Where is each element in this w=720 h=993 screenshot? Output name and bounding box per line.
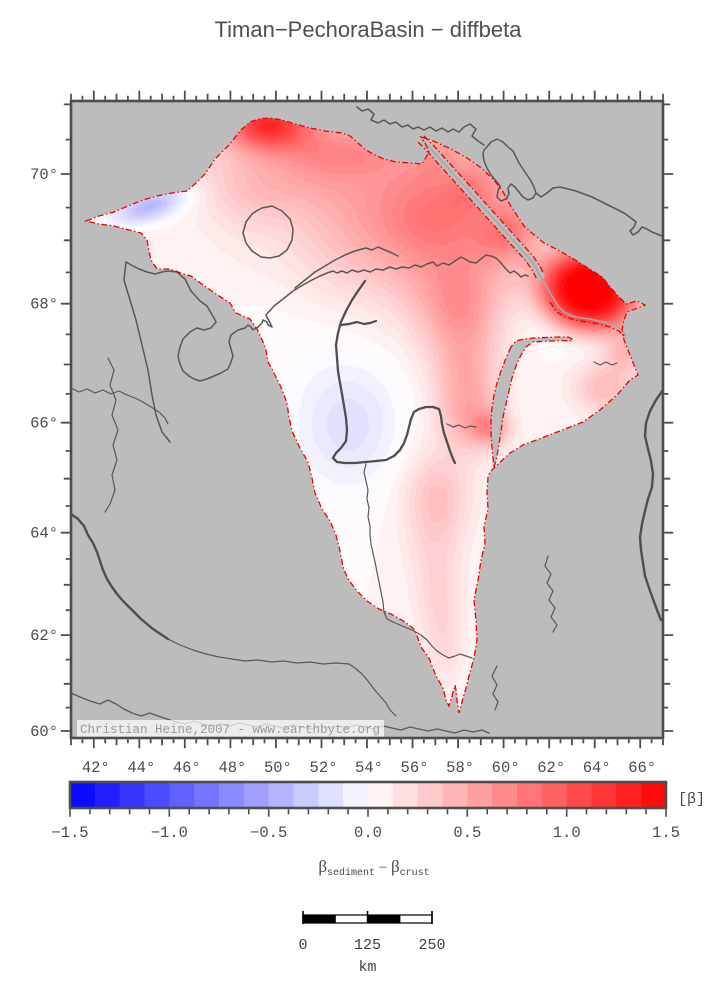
svg-text:60°: 60° (492, 759, 520, 777)
svg-text:70°: 70° (30, 166, 58, 184)
svg-text:44°: 44° (127, 759, 155, 777)
svg-text:−1.0: −1.0 (151, 824, 188, 842)
svg-text:Christian Heine,2007 - www.ear: Christian Heine,2007 - www.earthbyte.org (80, 723, 380, 737)
svg-text:250: 250 (418, 937, 445, 954)
svg-text:Timan−PechoraBasin − diffbeta: Timan−PechoraBasin − diffbeta (215, 17, 523, 42)
svg-text:125: 125 (354, 937, 381, 954)
svg-text:68°: 68° (30, 296, 58, 314)
svg-text:−1.5: −1.5 (51, 824, 88, 842)
svg-text:66°: 66° (628, 759, 656, 777)
svg-text:−0.5: −0.5 (250, 824, 287, 842)
svg-text:0: 0 (298, 937, 307, 954)
svg-text:1.5: 1.5 (652, 824, 680, 842)
svg-text:62°: 62° (30, 627, 58, 645)
svg-text:60°: 60° (30, 723, 58, 741)
svg-text:km: km (358, 959, 376, 976)
svg-text:54°: 54° (355, 759, 383, 777)
svg-text:0.0: 0.0 (354, 824, 382, 842)
svg-text:[β]: [β] (678, 791, 705, 808)
svg-text:50°: 50° (264, 759, 292, 777)
svg-text:66°: 66° (30, 415, 58, 433)
svg-text:64°: 64° (30, 525, 58, 543)
svg-text:0.5: 0.5 (453, 824, 481, 842)
svg-text:42°: 42° (82, 759, 110, 777)
svg-text:1.0: 1.0 (553, 824, 581, 842)
svg-text:62°: 62° (537, 759, 565, 777)
svg-text:52°: 52° (310, 759, 338, 777)
svg-text:56°: 56° (401, 759, 429, 777)
svg-text:64°: 64° (583, 759, 611, 777)
svg-text:58°: 58° (446, 759, 474, 777)
svg-text:48°: 48° (218, 759, 246, 777)
svg-text:46°: 46° (173, 759, 201, 777)
